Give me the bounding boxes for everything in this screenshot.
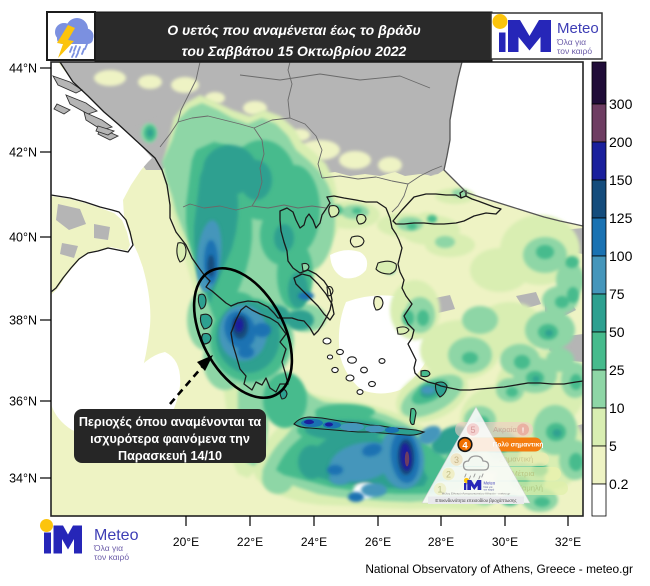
svg-text:Όλα για: Όλα για — [483, 485, 493, 489]
svg-text:τον καιρό: τον καιρό — [94, 552, 129, 562]
svg-text:Παρασκευή 14/10: Παρασκευή 14/10 — [118, 449, 222, 463]
svg-text:Όλα για: Όλα για — [93, 543, 123, 553]
svg-text:Ακραία: Ακραία — [493, 425, 517, 434]
svg-text:34°N: 34°N — [9, 472, 37, 486]
svg-text:Πολύ σημαντική: Πολύ σημαντική — [493, 441, 544, 449]
svg-text:5: 5 — [609, 438, 617, 454]
svg-text:Μέλος Εθνικού Αστεροσκοπείου Α: Μέλος Εθνικού Αστεροσκοπείου Αθηνών - me… — [442, 492, 510, 496]
svg-text:36°N: 36°N — [9, 395, 37, 409]
svg-text:2: 2 — [446, 470, 451, 480]
svg-text:26°E: 26°E — [365, 535, 391, 549]
svg-text:22°E: 22°E — [237, 535, 263, 549]
svg-text:25: 25 — [609, 362, 625, 378]
svg-text:75: 75 — [609, 286, 625, 302]
svg-text:Meteo: Meteo — [557, 20, 599, 37]
svg-text:50: 50 — [609, 324, 625, 340]
svg-text:28°E: 28°E — [428, 535, 454, 549]
svg-text:40°N: 40°N — [9, 231, 37, 245]
svg-text:Όλα για: Όλα για — [556, 37, 586, 47]
svg-text:3: 3 — [454, 455, 459, 465]
svg-text:Meteo: Meteo — [94, 527, 139, 544]
svg-text:125: 125 — [609, 210, 633, 226]
svg-text:Μέτρια: Μέτρια — [511, 469, 535, 478]
svg-text:44°N: 44°N — [9, 62, 37, 76]
svg-text:24°E: 24°E — [301, 535, 327, 549]
svg-text:38°N: 38°N — [9, 314, 37, 328]
svg-text:300: 300 — [609, 96, 633, 112]
svg-text:Περιοχές όπου αναμένονται τα: Περιοχές όπου αναμένονται τα — [79, 415, 262, 429]
svg-text:Επικινδυνότητα επεισοδίου βροχ: Επικινδυνότητα επεισοδίου βροχόπτωσης — [435, 498, 516, 503]
svg-text:Ο υετός που αναμένεται έως το: Ο υετός που αναμένεται έως το βράδυ — [167, 22, 421, 38]
svg-text:ισχυρότερα φαινόμενα την: ισχυρότερα φαινόμενα την — [90, 432, 250, 446]
svg-text:200: 200 — [609, 134, 633, 150]
svg-text:του Σαββάτου 15 Οκτωβρίου 2022: του Σαββάτου 15 Οκτωβρίου 2022 — [182, 43, 407, 59]
svg-text:100: 100 — [609, 248, 633, 264]
svg-text:Σημαντική: Σημαντική — [499, 455, 533, 464]
svg-text:0.2: 0.2 — [609, 476, 629, 492]
svg-text:4: 4 — [462, 440, 468, 451]
svg-text:10: 10 — [609, 400, 625, 416]
svg-text:Meteo: Meteo — [484, 481, 496, 486]
svg-text:τον καιρό: τον καιρό — [557, 46, 592, 56]
svg-text:!: ! — [522, 426, 525, 435]
svg-text:30°E: 30°E — [492, 535, 518, 549]
svg-text:τον καιρό: τον καιρό — [484, 488, 495, 492]
svg-text:National Observatory of Athens: National Observatory of Athens, Greece -… — [365, 562, 633, 576]
svg-text:1: 1 — [437, 485, 442, 495]
svg-text:42°N: 42°N — [9, 146, 37, 160]
svg-text:150: 150 — [609, 172, 633, 188]
svg-text:5: 5 — [470, 425, 475, 435]
svg-text:32°E: 32°E — [555, 535, 581, 549]
svg-text:Χαμηλή: Χαμηλή — [517, 484, 543, 493]
svg-text:20°E: 20°E — [173, 535, 199, 549]
